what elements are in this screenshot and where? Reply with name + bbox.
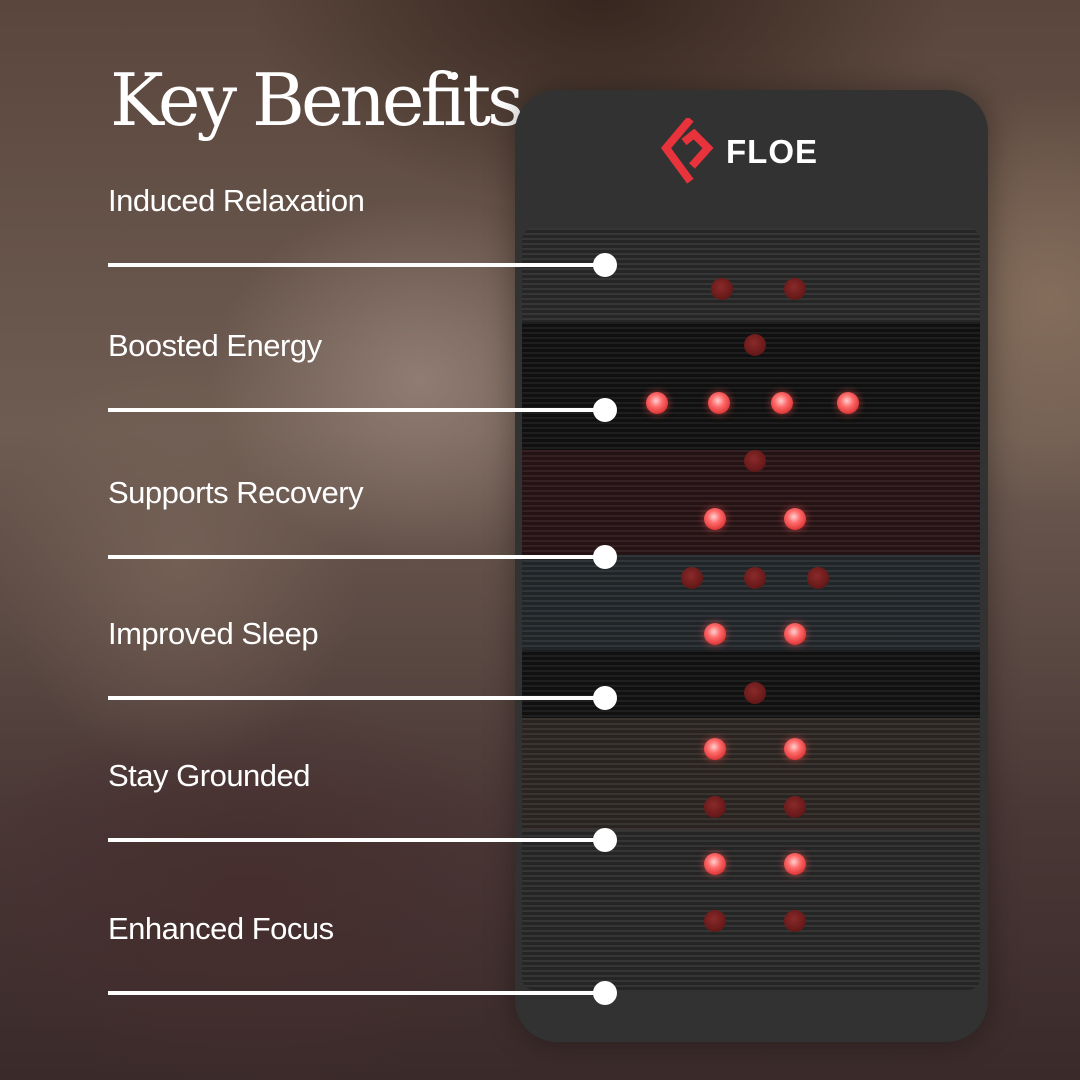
mat-panel [522,830,980,990]
led-on [704,738,726,760]
benefit-connector-line [108,408,598,412]
benefit-label: Enhanced Focus [108,911,334,946]
benefit-label: Improved Sleep [108,616,319,651]
led-off [744,567,766,589]
benefit-connector-line [108,696,598,700]
floe-logo-icon [660,118,714,184]
benefit-connector-line [108,555,598,559]
benefit-label: Induced Relaxation [108,183,365,218]
benefit-connector-line [108,263,598,267]
led-off [744,334,766,356]
led-off [704,910,726,932]
led-off [744,682,766,704]
led-on [704,853,726,875]
led-off [784,796,806,818]
benefit-connector-dot [593,545,617,569]
brand-logo: FLOE [660,118,818,186]
led-off [711,278,733,300]
led-on [837,392,859,414]
led-on [784,623,806,645]
led-off [784,278,806,300]
led-on [646,392,668,414]
benefit-label: Supports Recovery [108,475,364,510]
led-off [681,567,703,589]
floe-device-mat: FLOE [515,90,988,1042]
mat-panel [522,718,980,830]
led-on [704,623,726,645]
led-on [784,508,806,530]
page-title: Key Benefits [110,58,524,142]
led-off [784,910,806,932]
led-on [708,392,730,414]
led-off [704,796,726,818]
benefit-connector-dot [593,398,617,422]
benefit-connector-dot [593,828,617,852]
benefit-connector-dot [593,686,617,710]
led-on [784,853,806,875]
benefit-connector-dot [593,981,617,1005]
led-off [744,450,766,472]
led-off [807,567,829,589]
led-on [784,738,806,760]
benefit-connector-line [108,991,598,995]
benefit-connector-line [108,838,598,842]
benefit-connector-dot [593,253,617,277]
mat-panel [522,228,980,322]
benefit-label: Boosted Energy [108,328,322,363]
led-on [771,392,793,414]
brand-name: FLOE [726,133,818,170]
benefit-label: Stay Grounded [108,758,311,793]
led-on [704,508,726,530]
